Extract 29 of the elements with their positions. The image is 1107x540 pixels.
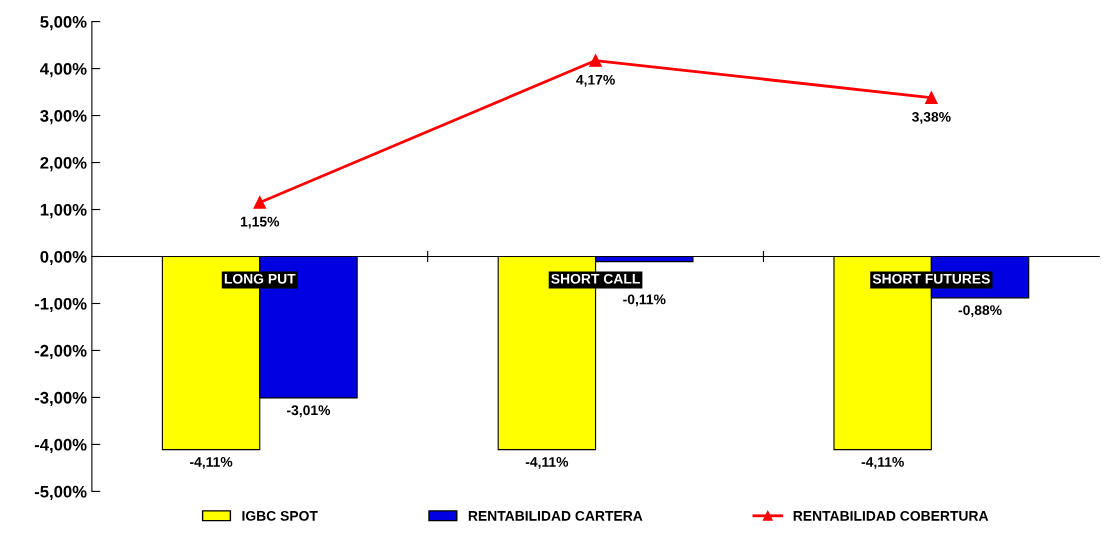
legend-label: RENTABILIDAD COBERTURA — [793, 510, 989, 521]
y-tick-label: 1,00% — [40, 203, 87, 219]
y-tick-label: 2,00% — [40, 156, 87, 172]
y-tick-label: 5,00% — [40, 16, 87, 31]
data-label: 1,15% — [240, 216, 280, 229]
y-tick-label: 0,00% — [40, 250, 87, 266]
data-label: -4,11% — [190, 457, 233, 469]
y-tick-label: 4,00% — [40, 62, 87, 78]
x-tick-label: SHORT CALL — [551, 273, 640, 284]
x-tick-label: SHORT FUTURES — [872, 273, 990, 284]
legend-label: IGBC SPOT — [242, 510, 318, 521]
data-label: 3,38% — [911, 111, 951, 124]
data-label: -0,88% — [958, 305, 1002, 318]
y-tick-label: -5,00% — [34, 485, 87, 501]
data-label: 4,17% — [576, 74, 615, 87]
y-tick-label: 3,00% — [40, 109, 87, 125]
point — [589, 54, 602, 67]
data-label: -4,11% — [861, 457, 904, 469]
data-label: -0,11% — [623, 294, 666, 307]
point — [925, 91, 938, 104]
y-tick-label: -2,00% — [34, 344, 87, 360]
data-label: -3,01% — [287, 405, 331, 418]
data-label: -4,11% — [525, 457, 569, 469]
x-tick-label: LONG PUT — [224, 273, 296, 284]
y-tick-label: -4,00% — [34, 438, 87, 454]
point — [253, 196, 267, 209]
y-tick-label: -3,00% — [34, 391, 87, 407]
y-tick-label: -1,00% — [34, 297, 87, 313]
legend-label: RENTABILIDAD CARTERA — [468, 510, 643, 521]
